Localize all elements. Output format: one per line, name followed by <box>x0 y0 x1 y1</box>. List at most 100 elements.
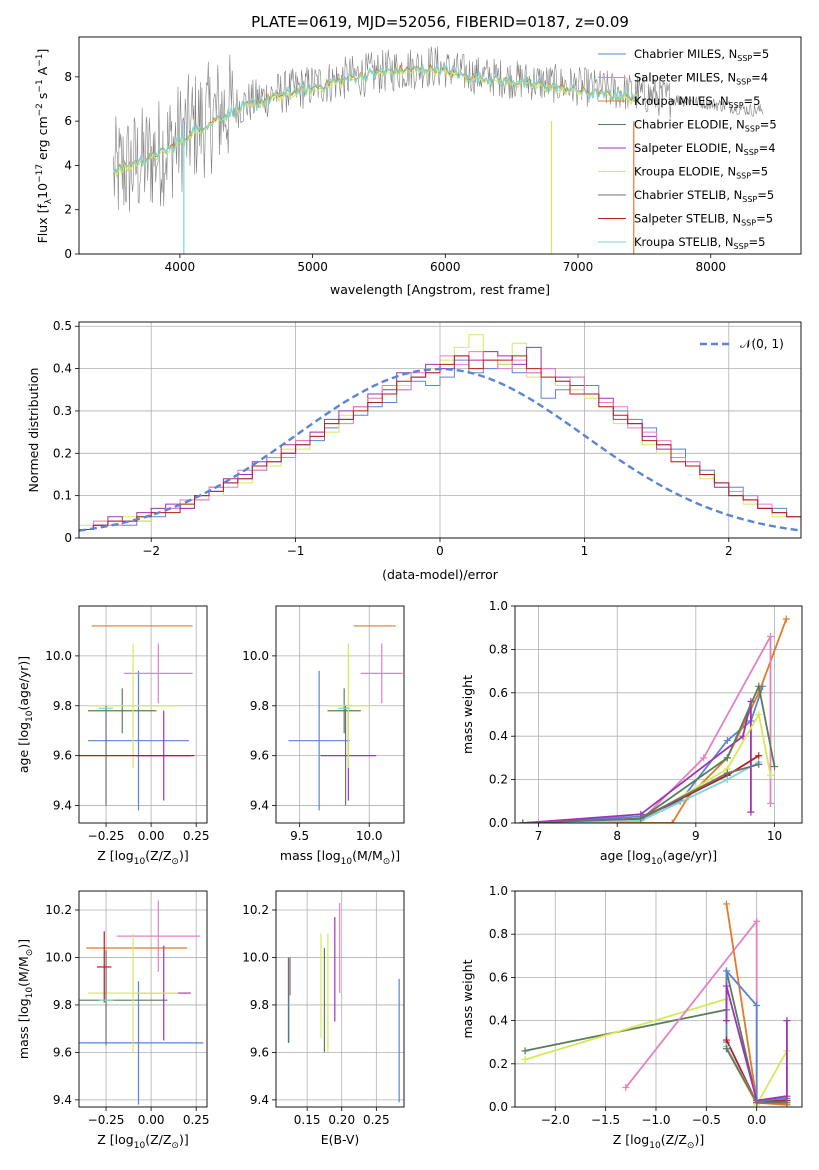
y-axis-label: mass weight <box>460 675 475 754</box>
weight-line <box>522 711 772 823</box>
legend-label: Kroupa ELODIE, NSSP=5 <box>634 165 768 181</box>
x-tick-label: −0.5 <box>692 1113 721 1127</box>
weight-marker <box>723 754 731 762</box>
x-tick-label: 0.00 <box>138 1113 165 1127</box>
weight-marker <box>753 1099 761 1107</box>
weight-marker <box>755 752 763 760</box>
weight-marker <box>722 900 730 908</box>
axes-frame <box>275 890 405 1108</box>
y-tick-label: 0.6 <box>489 686 508 700</box>
figure-title: PLATE=0619, MJD=52056, FIBERID=0187, z=0… <box>251 13 629 31</box>
x-axis-label: Z [log10(Z/Z⊙)] <box>97 848 188 867</box>
weight-marker <box>722 1036 730 1044</box>
x-tick-label: 0 <box>436 544 444 558</box>
weight-marker <box>747 808 755 816</box>
weight-marker <box>723 737 731 745</box>
ebv-mass-errorbar-panel: 0.15 0.20 0.25 9.4 9.6 9.8 10.0 10.2 E(B-V) <box>242 890 405 1147</box>
y-tick-label: 9.8 <box>250 699 269 713</box>
x-axis-label: wavelength [Angstrom, rest frame] <box>330 282 550 297</box>
x-tick-label: 5000 <box>297 260 328 274</box>
weight-marker <box>723 769 731 777</box>
axes-frame <box>78 321 802 539</box>
x-tick-label: 0.20 <box>328 1113 355 1127</box>
y-tick-label: 10.0 <box>45 950 72 964</box>
weight-marker <box>722 982 730 990</box>
histogram-step <box>79 351 801 530</box>
weight-marker <box>767 799 775 807</box>
x-tick-label: 0.25 <box>183 1113 210 1127</box>
y-tick-label: 6 <box>64 114 72 128</box>
x-tick-label: 8 <box>613 829 621 843</box>
x-tick-label: −0.25 <box>88 829 125 843</box>
weight-line <box>522 701 752 823</box>
x-tick-label: 10.0 <box>356 829 383 843</box>
errorbar-plot-area <box>79 900 204 1105</box>
errorbar-plot-area <box>79 625 195 811</box>
legend-label: Chabrier ELODIE, NSSP=5 <box>634 118 777 134</box>
y-tick-label: 0.4 <box>489 1014 508 1028</box>
weight-marker <box>767 771 775 779</box>
weight-marker <box>782 615 790 623</box>
legend-label: Chabrier STELIB, NSSP=5 <box>634 188 774 204</box>
x-tick-label: −0.25 <box>88 1113 125 1127</box>
x-tick-label: 6000 <box>430 260 461 274</box>
weight-marker <box>753 1001 761 1009</box>
z-age-errorbar-panel: −0.25 0.00 0.25 9.4 9.6 9.8 10.0 Z [log10(Z/Z⊙)… <box>16 605 210 867</box>
y-tick-label: 0.3 <box>53 404 72 418</box>
histogram-step <box>79 346 801 530</box>
legend-label: Salpeter MILES, NSSP=4 <box>634 71 768 87</box>
y-tick-label: 9.4 <box>53 1093 72 1107</box>
observed-spectrum <box>113 46 764 213</box>
x-tick-label: 0.25 <box>363 1113 390 1127</box>
weight-line <box>522 686 764 823</box>
legend-label: Salpeter STELIB, NSSP=5 <box>634 212 773 228</box>
x-tick-label: 7 <box>535 829 543 843</box>
legend-label: Kroupa STELIB, NSSP=5 <box>634 235 765 251</box>
axes-frame <box>78 605 208 824</box>
x-tick-label: 0.15 <box>294 1113 321 1127</box>
model-spectrum-kroupa-stelib <box>112 63 639 174</box>
residual-histogram-panel: −2 −1 0 1 2 0 0.1 0.2 0.3 0.4 0.5 (data-model)/erro… <box>26 319 802 582</box>
histogram-step <box>79 355 801 530</box>
y-tick-label: 10.2 <box>242 903 269 917</box>
y-tick-label: 9.6 <box>250 749 269 763</box>
x-tick-label: −1.5 <box>591 1113 620 1127</box>
mass-age-errorbar-panel: 9.5 10.0 9.4 9.6 9.8 10.0 mass [log10(M/M⊙)] <box>242 605 405 867</box>
y-axis-label: mass weight <box>460 959 475 1038</box>
weight-marker <box>622 1084 630 1092</box>
y-tick-label: 0.4 <box>489 729 508 743</box>
y-tick-label: 10.0 <box>242 950 269 964</box>
y-tick-label: 4 <box>64 158 72 172</box>
y-tick-label: 10.0 <box>242 649 269 663</box>
y-tick-label: 9.6 <box>53 1045 72 1059</box>
y-tick-label: 2 <box>64 203 72 217</box>
weight-marker <box>722 1017 730 1025</box>
y-tick-label: 9.8 <box>53 699 72 713</box>
y-tick-label: 10.2 <box>45 903 72 917</box>
weight-plot-area <box>519 615 790 823</box>
x-tick-label: −2.0 <box>541 1113 570 1127</box>
y-tick-label: 9.6 <box>250 1045 269 1059</box>
errorbar-plot-area <box>288 625 403 811</box>
y-tick-label: 9.8 <box>53 998 72 1012</box>
weight-marker <box>783 1099 791 1107</box>
weight-marker <box>668 819 676 823</box>
y-tick-label: 0.1 <box>53 489 72 503</box>
weight-line <box>522 761 760 823</box>
y-axis-label: age [log10(age/yr)] <box>16 656 35 773</box>
errorbar-plot-area <box>287 902 400 1103</box>
legend-label: 𝒩(0, 1) <box>740 337 784 351</box>
weight-marker <box>753 917 761 925</box>
legend-label: Salpeter ELODIE, NSSP=4 <box>634 141 776 157</box>
x-tick-label: −1.0 <box>641 1113 670 1127</box>
legend-label: Chabrier MILES, NSSP=5 <box>634 47 769 63</box>
x-tick-label: 10 <box>767 829 782 843</box>
x-tick-label: 8000 <box>695 260 726 274</box>
x-tick-label: −2 <box>142 544 160 558</box>
hist-plot-area <box>79 334 801 532</box>
y-tick-label: 0.6 <box>489 970 508 984</box>
y-tick-label: 9.4 <box>250 799 269 813</box>
y-tick-label: 0.2 <box>489 773 508 787</box>
weight-line <box>522 635 772 823</box>
y-tick-label: 1.0 <box>489 599 508 613</box>
